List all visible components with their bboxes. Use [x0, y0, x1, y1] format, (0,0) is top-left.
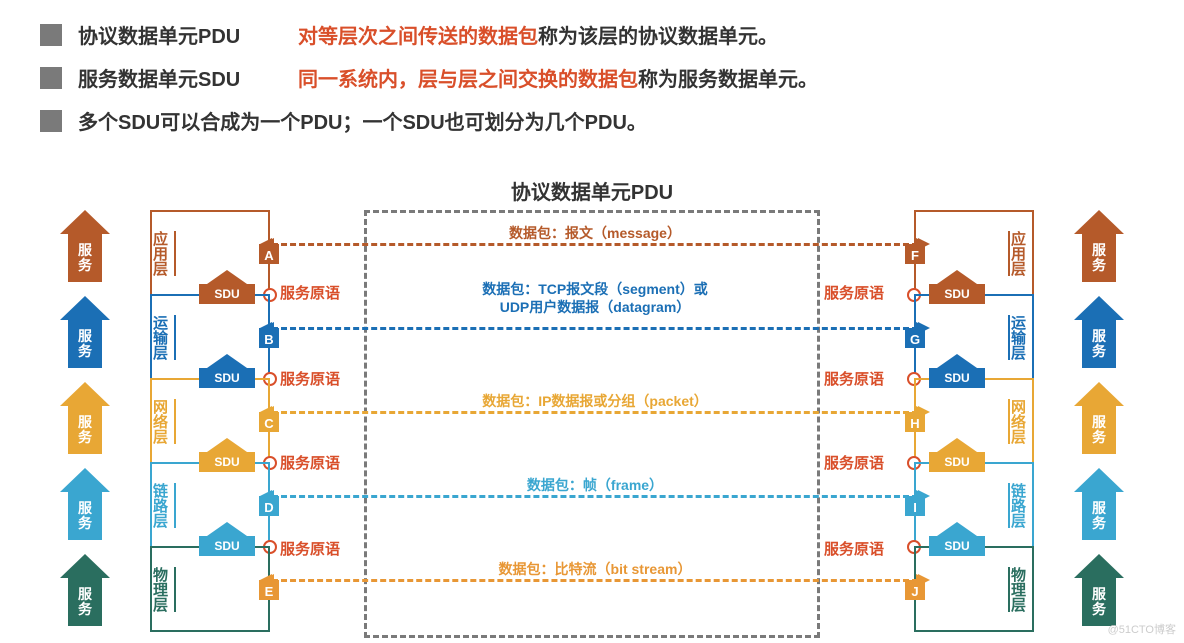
layer-name: 物理层: [1008, 567, 1032, 612]
service-arrow: 服务: [60, 296, 110, 368]
bullet-1-rest: 称为该层的协议数据单元。: [538, 20, 778, 49]
layer-name: 运输层: [152, 315, 176, 360]
pdu-label-net: 数据包：IP数据报或分组（packet）: [272, 392, 918, 410]
bullet-1: 协议数据单元PDU 对等层次之间传送的数据包 称为该层的协议数据单元。: [40, 20, 1184, 49]
bullet-3: 多个SDU可以合成为一个PDU；一个SDU也可划分为几个PDU。: [40, 106, 1184, 135]
service-primitive-label: 服务原语: [280, 538, 360, 559]
sdu-arrow: SDU: [927, 270, 987, 310]
service-arrow: 服务: [60, 554, 110, 626]
service-arrow: 服务: [1074, 468, 1124, 540]
sdu-arrow: SDU: [197, 522, 257, 562]
bullet-3-label: 多个SDU可以合成为一个PDU；一个SDU也可划分为几个PDU。: [78, 106, 647, 135]
pdu-box: 数据包：报文（message）数据包：TCP报文段（segment）或UDP用户…: [364, 210, 820, 638]
layer-name: 物理层: [152, 567, 176, 612]
bullet-2-rest: 称为服务数据单元。: [638, 63, 818, 92]
layer-name: 应用层: [1008, 231, 1032, 276]
layer-name: 网络层: [1008, 399, 1032, 444]
sdu-arrow: SDU: [197, 438, 257, 478]
layer-name: 应用层: [152, 231, 176, 276]
layer-name: 链路层: [1008, 483, 1032, 528]
service-arrow: 服务: [1074, 296, 1124, 368]
pdu-line-net: 数据包：IP数据报或分组（packet）: [272, 411, 918, 414]
service-primitive-label: 服务原语: [824, 538, 904, 559]
bullet-icon: [40, 110, 62, 132]
bullet-2: 服务数据单元SDU 同一系统内，层与层之间交换的数据包 称为服务数据单元。: [40, 63, 1184, 92]
layer-phys: 物理层SDUE: [150, 546, 270, 632]
sdu-arrow: SDU: [197, 270, 257, 310]
bullet-icon: [40, 24, 62, 46]
service-primitive-label: 服务原语: [824, 368, 904, 389]
pdu-label-phys: 数据包：比特流（bit stream）: [272, 560, 918, 578]
service-arrow: 服务: [1074, 554, 1124, 626]
pdu-line-trans: 数据包：TCP报文段（segment）或UDP用户数据报（datagram）: [272, 327, 918, 330]
pdu-title: 协议数据单元PDU: [60, 176, 1124, 205]
layer-phys: 物理层SDUJ: [914, 546, 1034, 632]
service-arrow: 服务: [60, 468, 110, 540]
sdu-arrow: SDU: [927, 354, 987, 394]
service-arrow: 服务: [60, 382, 110, 454]
bullet-2-red: 同一系统内，层与层之间交换的数据包: [298, 63, 638, 92]
layer-stack-right: 应用层F运输层SDUG网络层SDUH链路层SDUI物理层SDUJ: [914, 210, 1034, 632]
bullet-icon: [40, 67, 62, 89]
layer-stack-left: 应用层A运输层SDUB网络层SDUC链路层SDUD物理层SDUE: [150, 210, 270, 632]
sdu-arrow: SDU: [197, 354, 257, 394]
bullet-1-label: 协议数据单元PDU: [78, 20, 298, 49]
layer-name: 运输层: [1008, 315, 1032, 360]
service-primitive-label: 服务原语: [824, 452, 904, 473]
bullet-2-label: 服务数据单元SDU: [78, 63, 298, 92]
pdu-label-app: 数据包：报文（message）: [272, 224, 918, 242]
sdu-arrow: SDU: [927, 438, 987, 478]
service-arrows-left: 服务服务服务服务服务: [60, 210, 110, 640]
sdu-arrow: SDU: [927, 522, 987, 562]
service-arrow: 服务: [60, 210, 110, 282]
service-arrows-right: 服务服务服务服务服务: [1074, 210, 1124, 640]
diagram: 协议数据单元PDU 服务服务服务服务服务 服务服务服务服务服务 应用层A运输层S…: [60, 170, 1124, 630]
pdu-label-link: 数据包：帧（frame）: [272, 476, 918, 494]
pdu-line-phys: 数据包：比特流（bit stream）: [272, 579, 918, 582]
pdu-line-link: 数据包：帧（frame）: [272, 495, 918, 498]
pdu-label-trans: 数据包：TCP报文段（segment）或UDP用户数据报（datagram）: [272, 280, 918, 316]
bullet-1-red: 对等层次之间传送的数据包: [298, 20, 538, 49]
bullet-list: 协议数据单元PDU 对等层次之间传送的数据包 称为该层的协议数据单元。 服务数据…: [0, 0, 1184, 135]
service-primitive-label: 服务原语: [280, 368, 360, 389]
watermark: @51CTO博客: [1108, 621, 1176, 637]
service-arrow: 服务: [1074, 382, 1124, 454]
service-primitive-label: 服务原语: [280, 452, 360, 473]
layer-name: 网络层: [152, 399, 176, 444]
pdu-line-app: 数据包：报文（message）: [272, 243, 918, 246]
service-arrow: 服务: [1074, 210, 1124, 282]
layer-name: 链路层: [152, 483, 176, 528]
